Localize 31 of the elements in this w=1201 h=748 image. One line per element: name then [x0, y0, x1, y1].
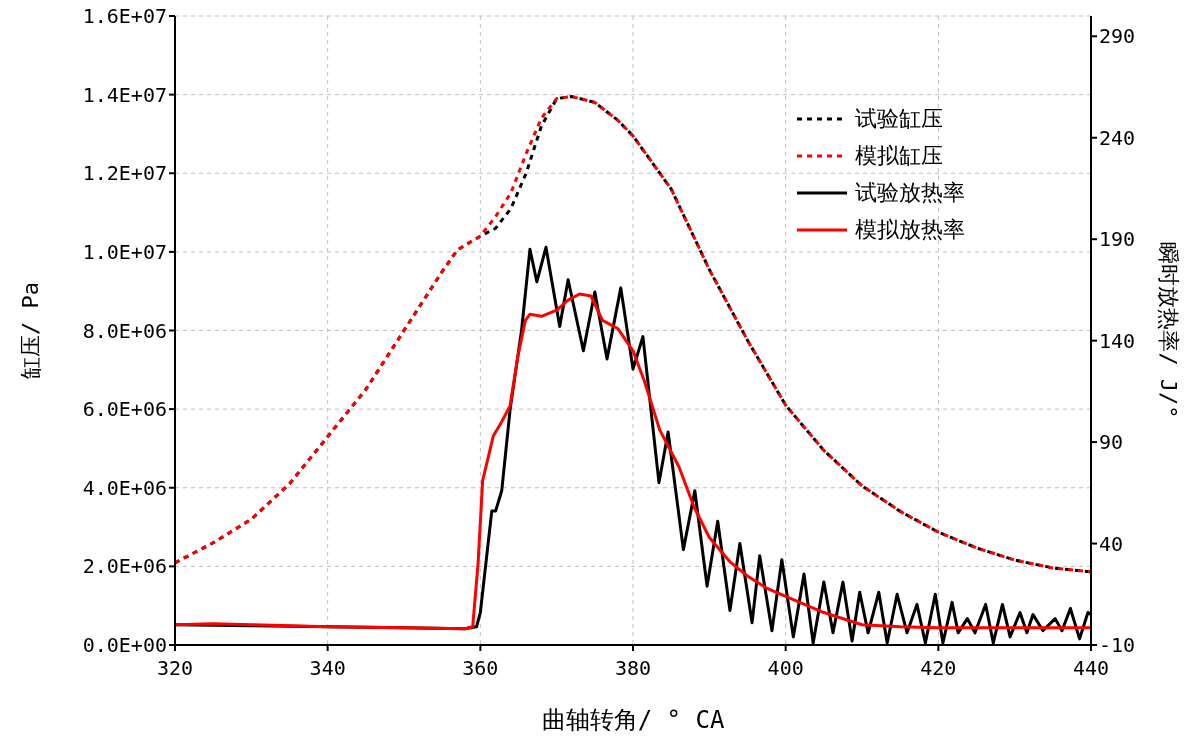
y2-axis-title: 瞬时放热率/ J/°	[1156, 242, 1182, 419]
y-tick-label: 1.0E+07	[82, 239, 167, 264]
legend-label: 试验缸压	[855, 104, 943, 133]
legend-label: 试验放热率	[855, 178, 965, 207]
y2-tick-label: 240	[1099, 125, 1136, 150]
y2-tick-label: 190	[1099, 227, 1136, 252]
y2-tick-label: 90	[1099, 430, 1124, 455]
line-series	[175, 292, 1091, 631]
y-axis-title: 缸压/ Pa	[17, 282, 43, 379]
legend-label: 模拟缸压	[855, 141, 943, 170]
legend-label: 模拟放热率	[855, 215, 965, 244]
x-tick-label: 340	[309, 656, 346, 681]
y2-tick-label: 140	[1099, 328, 1136, 353]
y2-tick-label: 40	[1099, 531, 1124, 556]
y2-tick-label: 290	[1099, 24, 1136, 49]
x-tick-label: 420	[920, 656, 957, 681]
y-tick-label: 1.6E+07	[82, 4, 167, 29]
y-tick-label: 4.0E+06	[82, 475, 167, 500]
y-tick-label: 1.2E+07	[82, 161, 167, 186]
x-tick-label: 320	[156, 656, 194, 681]
y-tick-label: 6.0E+06	[82, 397, 167, 422]
y-tick-label: 2.0E+06	[82, 554, 167, 579]
y-tick-label: 0.0E+00	[82, 633, 167, 658]
y2-tick-label: -10	[1099, 633, 1136, 658]
x-tick-label: 400	[767, 656, 804, 681]
y-tick-label: 8.0E+06	[82, 318, 167, 343]
y-tick-label: 1.4E+07	[82, 82, 167, 107]
x-tick-label: 440	[1072, 656, 1110, 681]
x-axis-title: 曲轴转角/ ° CA	[541, 706, 725, 734]
x-tick-label: 380	[614, 656, 652, 681]
x-tick-label: 360	[462, 656, 499, 681]
